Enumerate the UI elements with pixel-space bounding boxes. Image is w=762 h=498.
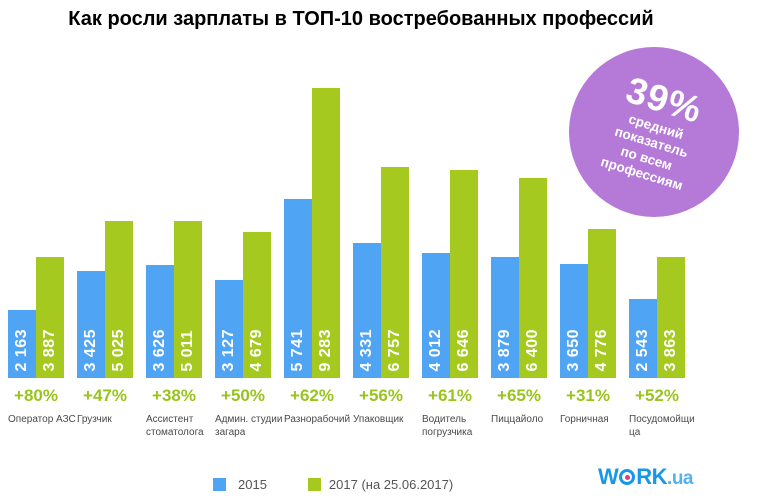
average-growth-badge: 39% средний показатель по всем профессия… xyxy=(569,47,739,217)
bar-2017: 5 011 xyxy=(174,221,202,378)
bar-value-label: 6 400 xyxy=(524,329,541,372)
bar-2015: 3 626 xyxy=(146,265,174,378)
bar-2017: 6 646 xyxy=(450,170,478,378)
growth-label: +52% xyxy=(635,386,679,405)
bar-value-label: 5 025 xyxy=(110,329,127,372)
bar-value-label: 3 127 xyxy=(220,329,237,372)
bar-value-label: 4 331 xyxy=(358,329,375,372)
bar-2015: 2 543 xyxy=(629,299,657,378)
bar-2015: 4 012 xyxy=(422,253,450,378)
bar-2017: 3 887 xyxy=(36,257,64,378)
bar-group: 4 012 6 646 +61% Водитель погрузчика xyxy=(422,88,478,439)
bar-value-label: 6 757 xyxy=(386,329,403,372)
growth-label: +62% xyxy=(290,386,334,405)
category-label: Пиццайоло xyxy=(491,414,544,425)
bar-group: 3 650 4 776 +31% Горничная xyxy=(560,88,616,439)
bar-2017: 3 863 xyxy=(657,257,685,378)
bar-group: 4 331 6 757 +56% Упаковщик xyxy=(353,88,409,439)
bar-2015: 2 163 xyxy=(8,310,36,378)
logo-dot-icon xyxy=(624,474,630,480)
logo-text-right: RK xyxy=(636,464,668,489)
bar-group: 3 425 5 025 +47% Грузчик xyxy=(77,88,133,439)
bar-2015: 3 127 xyxy=(215,280,243,378)
growth-label: +47% xyxy=(83,386,127,405)
growth-label: +61% xyxy=(428,386,472,405)
bar-value-label: 4 679 xyxy=(248,329,265,372)
bar-group: 2 163 3 887 +80% Оператор АЗС xyxy=(8,88,76,439)
bar-2017: 4 776 xyxy=(588,229,616,378)
growth-label: +38% xyxy=(152,386,196,405)
bar-2015: 3 650 xyxy=(560,264,588,378)
bar-value-label: 5 011 xyxy=(179,330,196,372)
bar-value-label: 9 283 xyxy=(317,329,334,372)
bar-value-label: 4 776 xyxy=(593,329,610,372)
bar-group: 3 626 5 011 +38% Ассистент стоматолога xyxy=(146,88,204,439)
legend-label-2017: 2017 (на 25.06.2017) xyxy=(328,477,454,492)
bar-value-label: 3 650 xyxy=(565,329,582,372)
bar-group: 2 543 3 863 +52% Посудомойщица xyxy=(629,88,695,439)
bar-value-label: 3 887 xyxy=(41,329,58,372)
legend-swatch-2017 xyxy=(307,478,321,491)
bar-2015: 4 331 xyxy=(353,243,381,378)
category-label: Админ. студии загара xyxy=(215,414,283,438)
growth-label: +31% xyxy=(566,386,610,405)
page-title: Как росли зарплаты в ТОП-10 востребованн… xyxy=(68,8,654,30)
legend-label-2015: 2015 xyxy=(238,477,267,492)
bar-2017: 9 283 xyxy=(312,88,340,378)
bar-2017: 6 400 xyxy=(519,178,547,378)
category-label: Водитель погрузчика xyxy=(422,414,473,438)
bar-value-label: 2 163 xyxy=(13,329,30,372)
category-label: Ассистент стоматолога xyxy=(146,414,204,438)
bar-value-label: 2 543 xyxy=(634,329,651,372)
bar-value-label: 3 879 xyxy=(496,329,513,372)
category-label: Горничная xyxy=(560,414,609,425)
bar-value-label: 6 646 xyxy=(455,329,472,372)
bar-2017: 5 025 xyxy=(105,221,133,378)
bar-value-label: 4 012 xyxy=(427,329,444,372)
category-label: Упаковщик xyxy=(353,414,404,425)
bar-group: 3 127 4 679 +50% Админ. студии загара xyxy=(215,88,282,439)
workua-logo[interactable]: W RK.ua xyxy=(598,464,693,490)
category-label: Грузчик xyxy=(77,414,112,425)
bar-2015: 3 879 xyxy=(491,257,519,378)
bar-value-label: 3 425 xyxy=(82,329,99,372)
category-label: Посудомойщица xyxy=(629,414,695,438)
logo-o-icon xyxy=(619,469,636,485)
bar-2015: 3 425 xyxy=(77,271,105,378)
growth-label: +65% xyxy=(497,386,541,405)
bar-value-label: 3 626 xyxy=(151,329,168,372)
bar-2017: 6 757 xyxy=(381,167,409,378)
bar-value-label: 5 741 xyxy=(289,329,306,372)
bar-value-label: 3 863 xyxy=(662,329,679,372)
chart-legend: 2015 2017 (на 25.06.2017) xyxy=(213,477,453,492)
logo-suffix: .ua xyxy=(667,468,693,489)
growth-label: +80% xyxy=(14,386,58,405)
category-label: Оператор АЗС xyxy=(8,414,76,425)
bar-group: 3 879 6 400 +65% Пиццайоло xyxy=(491,88,547,439)
category-label: Разнорабочий xyxy=(284,414,351,425)
growth-label: +50% xyxy=(221,386,265,405)
legend-swatch-2015 xyxy=(213,478,226,491)
bar-2017: 4 679 xyxy=(243,232,271,378)
bar-2015: 5 741 xyxy=(284,199,312,378)
logo-text-left: W xyxy=(598,464,619,489)
bar-group: 5 741 9 283 +62% Разнорабочий xyxy=(284,88,350,439)
bar-chart: 2 163 3 887 +80% Оператор АЗС 3 425 5 025 +47%… xyxy=(8,88,698,439)
growth-label: +56% xyxy=(359,386,403,405)
